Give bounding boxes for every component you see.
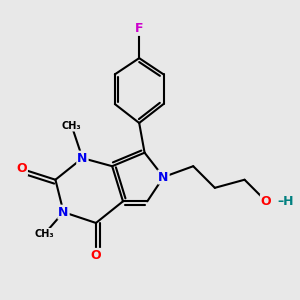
Text: N: N	[77, 152, 88, 165]
Text: O: O	[261, 195, 272, 208]
Text: N: N	[58, 206, 69, 219]
Text: F: F	[135, 22, 143, 35]
Text: CH₃: CH₃	[35, 229, 54, 239]
Text: O: O	[91, 249, 101, 262]
Text: –H: –H	[278, 195, 294, 208]
Text: N: N	[158, 170, 169, 184]
Text: CH₃: CH₃	[62, 121, 82, 131]
Text: O: O	[16, 162, 27, 176]
